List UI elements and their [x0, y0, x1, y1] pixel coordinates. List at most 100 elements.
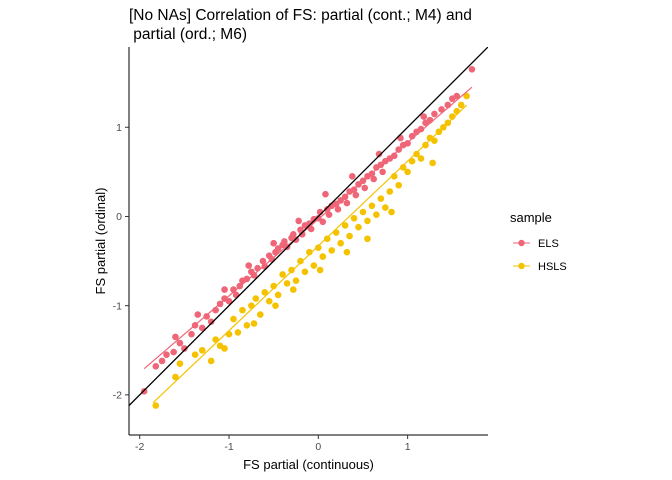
data-point-hsls [343, 248, 351, 256]
data-point-hsls [256, 311, 264, 318]
series-els-points [140, 66, 476, 395]
data-point-hsls [364, 217, 371, 225]
data-point-hsls [341, 222, 349, 229]
data-point-hsls [382, 204, 389, 211]
data-point-hsls [261, 288, 269, 296]
data-point-hsls [301, 268, 309, 276]
data-point-els [375, 150, 383, 158]
data-point-hsls [429, 159, 436, 167]
data-point-hsls [332, 229, 340, 236]
data-point-hsls [288, 266, 295, 274]
data-point-hsls [176, 360, 184, 367]
data-point-hsls [306, 248, 313, 256]
x-tick-label: -1 [224, 441, 233, 453]
data-point-hsls [323, 235, 331, 243]
data-point-els [290, 231, 297, 238]
data-point-hsls [270, 282, 277, 290]
legend-dot-els [518, 239, 525, 247]
data-point-hsls [346, 232, 353, 240]
plot-area [129, 47, 488, 409]
data-point-hsls [417, 155, 425, 162]
data-point-hsls [250, 320, 258, 327]
data-point-hsls [350, 214, 358, 222]
data-point-hsls [395, 181, 403, 189]
data-point-els [172, 333, 179, 341]
data-point-els [152, 363, 160, 370]
data-point-els [390, 152, 398, 160]
legend: sample ELS HSLS [510, 210, 567, 273]
data-point-els [243, 275, 251, 283]
data-point-hsls [152, 402, 160, 409]
data-point-hsls [243, 321, 251, 329]
data-point-els [352, 191, 360, 199]
data-point-hsls [448, 113, 456, 120]
fit-line-hsls [152, 104, 467, 404]
y-tick-label: 0 [116, 211, 122, 223]
data-point-hsls [316, 266, 324, 274]
data-point-hsls [388, 208, 395, 216]
data-point-hsls [292, 277, 300, 284]
data-point-els [323, 206, 331, 213]
data-point-hsls [297, 257, 304, 265]
data-point-hsls [265, 297, 273, 305]
data-point-els [170, 348, 177, 356]
data-point-hsls [221, 345, 228, 352]
legend-dot-hsls [518, 262, 525, 270]
data-point-els [325, 211, 333, 218]
legend-item-hsls: HSLS [513, 261, 567, 273]
chart-title-line-1: [No NAs] Correlation of FS: partial (con… [129, 7, 472, 24]
data-point-els [298, 231, 306, 238]
data-point-els [259, 257, 267, 265]
data-point-els [348, 173, 356, 180]
data-point-hsls [239, 306, 246, 314]
legend-item-els: ELS [513, 238, 559, 250]
data-point-els [468, 66, 476, 73]
data-point-hsls [337, 239, 344, 247]
data-point-els [361, 184, 369, 192]
data-point-hsls [431, 137, 438, 144]
data-point-hsls [315, 244, 322, 251]
data-point-hsls [274, 291, 282, 299]
data-point-hsls [404, 168, 411, 176]
data-point-hsls [279, 271, 286, 278]
data-point-els [431, 110, 438, 118]
data-point-els [426, 116, 434, 124]
data-point-els [270, 239, 277, 247]
identity-line [129, 47, 488, 407]
data-point-els [274, 245, 282, 252]
x-tick-label: 1 [405, 441, 411, 453]
data-point-els [397, 134, 404, 142]
data-point-els [194, 311, 202, 318]
data-point-hsls [359, 208, 367, 216]
data-point-hsls [290, 286, 297, 293]
x-tick-label: 0 [315, 441, 321, 453]
data-point-els [350, 186, 358, 194]
data-point-els [254, 264, 261, 272]
data-point-hsls [328, 247, 336, 254]
data-point-hsls [207, 357, 215, 365]
data-point-hsls [399, 164, 407, 171]
data-point-els [203, 313, 210, 320]
legend-label-els: ELS [538, 238, 559, 250]
data-point-els [158, 357, 166, 365]
data-point-hsls [364, 235, 371, 243]
data-point-els [188, 330, 195, 338]
data-point-els [420, 113, 428, 120]
data-point-els [225, 297, 233, 305]
y-tick-label: -2 [113, 390, 122, 402]
data-point-hsls [413, 150, 420, 158]
x-axis-ticks: -2 -1 0 1 [135, 435, 411, 453]
data-point-els [417, 125, 425, 133]
data-point-els [281, 238, 288, 245]
data-point-els [319, 218, 327, 226]
data-point-els [221, 286, 228, 293]
data-point-els [343, 199, 351, 207]
y-axis-ticks: -2 -1 0 1 [113, 122, 129, 402]
data-point-els [181, 345, 188, 352]
series-hsls-points [152, 92, 470, 409]
data-point-hsls [252, 295, 260, 302]
y-axis-title: FS partial (ordinal) [93, 188, 108, 295]
chart-title-line-2: partial (ord.; M6) [129, 26, 247, 43]
data-point-hsls [408, 157, 416, 165]
